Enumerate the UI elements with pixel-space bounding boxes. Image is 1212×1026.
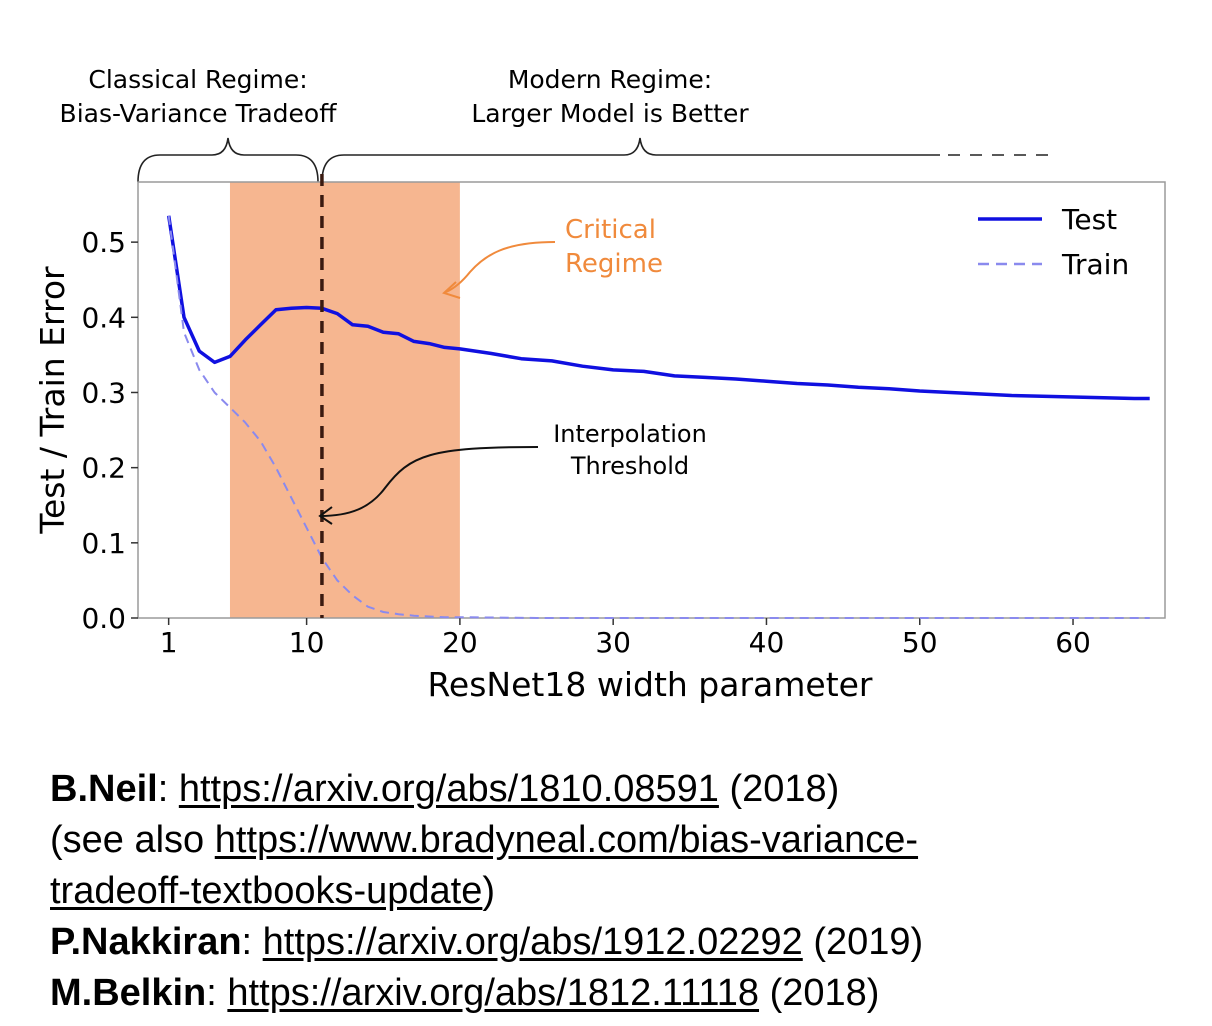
y-axis-label: Test / Train Error xyxy=(33,266,72,535)
plot-area: 1 10 20 30 40 50 60 0.0 0.1 0.2 0.3 0.4 0.5 xyxy=(81,174,1166,659)
critical-region-band xyxy=(229,182,460,618)
modern-regime-label-line2: Larger Model is Better xyxy=(471,99,749,128)
critical-regime-label-line2: Regime xyxy=(565,249,663,279)
classical-regime-label-line2: Bias-Variance Tradeoff xyxy=(60,99,338,128)
x-tick-label: 20 xyxy=(442,626,478,659)
reference-author: M.Belkin xyxy=(50,972,207,1014)
interpolation-threshold-label-line1: Interpolation xyxy=(553,420,707,448)
interpolation-threshold-label-line2: Threshold xyxy=(570,452,689,480)
reference-year: (2018) xyxy=(718,768,840,810)
x-tick-label: 30 xyxy=(595,626,631,659)
modern-regime-label-line1: Modern Regime: xyxy=(508,65,712,94)
legend-train-label: Train xyxy=(1061,248,1129,281)
y-tick-label: 0.5 xyxy=(81,226,126,259)
x-tick-label: 50 xyxy=(902,626,938,659)
classical-regime-brace xyxy=(137,137,319,183)
reference-link[interactable]: https://arxiv.org/abs/1912.02292 xyxy=(262,921,803,963)
interpolation-threshold-arrow xyxy=(319,446,539,517)
series-train-line xyxy=(167,215,1150,619)
reference-link[interactable]: https://www.bradyneal.com/bias-variance- xyxy=(214,819,919,861)
reference-line: P.Nakkiran: https://arxiv.org/abs/1912.0… xyxy=(50,917,1190,968)
y-tick-label: 0.1 xyxy=(81,527,126,560)
classical-regime-label-line1: Classical Regime: xyxy=(88,65,307,94)
y-tick-label: 0.0 xyxy=(81,602,126,635)
reference-link[interactable]: tradeoff-textbooks-update xyxy=(50,870,483,912)
reference-line: B.Neil: https://arxiv.org/abs/1810.08591… xyxy=(50,764,1190,815)
critical-regime-arrow xyxy=(445,241,556,293)
x-tick-label: 10 xyxy=(289,626,325,659)
y-tick-label: 0.3 xyxy=(81,376,126,409)
reference-link[interactable]: https://arxiv.org/abs/1810.08591 xyxy=(178,768,719,810)
legend-test-label: Test xyxy=(1061,203,1117,236)
y-tick-label: 0.2 xyxy=(81,452,126,485)
legend: Test Train xyxy=(978,203,1129,281)
reference-prefix: (see also xyxy=(50,819,215,861)
reference-line: tradeoff-textbooks-update) xyxy=(50,866,1190,917)
critical-regime-arrowhead xyxy=(442,281,461,299)
reference-author: P.Nakkiran xyxy=(50,921,242,963)
series-test-line xyxy=(166,215,1150,401)
x-tick-label: 1 xyxy=(160,626,178,659)
reference-separator: : xyxy=(206,972,228,1014)
reference-suffix: ) xyxy=(482,870,496,912)
x-tick-label: 40 xyxy=(749,626,785,659)
reference-year: (2018) xyxy=(759,972,880,1014)
reference-separator: : xyxy=(241,921,263,963)
reference-year: (2019) xyxy=(802,921,924,963)
reference-author: B.Neil xyxy=(50,768,158,810)
reference-line: (see also https://www.bradyneal.com/bias… xyxy=(50,815,1190,866)
reference-link[interactable]: https://arxiv.org/abs/1812.11118 xyxy=(227,972,760,1014)
double-descent-chart: Classical Regime: Bias-Variance Tradeoff… xyxy=(33,65,1166,704)
x-tick-label: 60 xyxy=(1055,626,1091,659)
y-tick-label: 0.4 xyxy=(81,301,126,334)
reference-separator: : xyxy=(157,768,179,810)
interpolation-threshold-arrowhead xyxy=(318,506,333,525)
critical-regime-label-line1: Critical xyxy=(565,215,656,245)
x-axis-label: ResNet18 width parameter xyxy=(427,665,872,704)
modern-regime-brace xyxy=(321,137,940,183)
references: B.Neil: https://arxiv.org/abs/1810.08591… xyxy=(50,764,1190,1019)
reference-line: M.Belkin: https://arxiv.org/abs/1812.111… xyxy=(50,968,1190,1019)
